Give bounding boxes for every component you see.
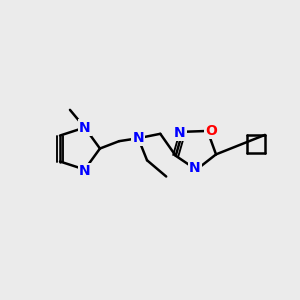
Text: N: N — [79, 121, 91, 134]
Text: N: N — [174, 126, 185, 140]
Text: O: O — [205, 124, 217, 138]
Text: N: N — [79, 164, 91, 178]
Text: N: N — [189, 161, 201, 175]
Text: N: N — [132, 131, 144, 145]
